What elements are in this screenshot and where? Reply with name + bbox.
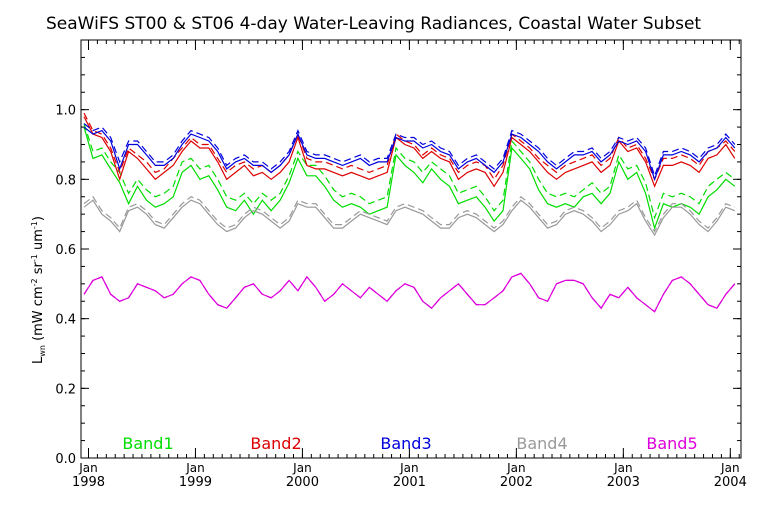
band3-dashed-line (83, 123, 736, 178)
x-tick-label-month: Jan (185, 461, 205, 475)
x-tick-label-year: 1998 (72, 475, 105, 490)
band4-solid-line (83, 199, 736, 237)
y-axis-label: Lwn (mW cm-2 sr-1 um-1) (30, 216, 47, 364)
x-tick-label-year: 2003 (607, 475, 640, 490)
x-tick-label-year: 2002 (500, 475, 533, 490)
x-tick-label-year: 2001 (393, 475, 426, 490)
legend-band1: Band1 (122, 434, 173, 453)
y-tick-label: 0.8 (55, 173, 76, 188)
band1-dashed-line (83, 123, 736, 220)
x-tick-label-month: Jan (506, 461, 526, 475)
x-tick-label-month: Jan (399, 461, 419, 475)
y-tick-label: 0.0 (55, 452, 76, 467)
legend-band3: Band3 (380, 434, 431, 453)
x-tick-label-year: 2000 (286, 475, 319, 490)
legend-band4: Band4 (516, 434, 567, 453)
x-tick-label-month: Jan (720, 461, 740, 475)
x-tick-label-month: Jan (78, 461, 98, 475)
band4-dashed-line (83, 195, 736, 233)
x-tick-label-year: 1999 (179, 475, 212, 490)
y-tick-label: 0.6 (55, 243, 76, 258)
band1-solid-line (83, 126, 736, 231)
y-tick-label: 1.0 (55, 104, 76, 119)
legend-band5: Band5 (646, 434, 697, 453)
x-tick-label-month: Jan (292, 461, 312, 475)
band3-solid-line (83, 126, 736, 182)
y-tick-label: 0.2 (55, 382, 76, 397)
band5-solid-line (83, 272, 736, 313)
x-tick-label-month: Jan (613, 461, 633, 475)
plot-area: 0.00.20.40.60.81.0Jan1998Jan1999Jan2000J… (55, 39, 747, 490)
y-tick-label: 0.4 (55, 313, 76, 328)
x-tick-label-year: 2004 (714, 475, 747, 490)
band2-solid-line (83, 116, 736, 188)
chart-title: SeaWiFS ST00 & ST06 4-day Water-Leaving … (46, 14, 701, 34)
legend-band2: Band2 (250, 434, 301, 453)
band2-dashed-line (83, 112, 736, 181)
